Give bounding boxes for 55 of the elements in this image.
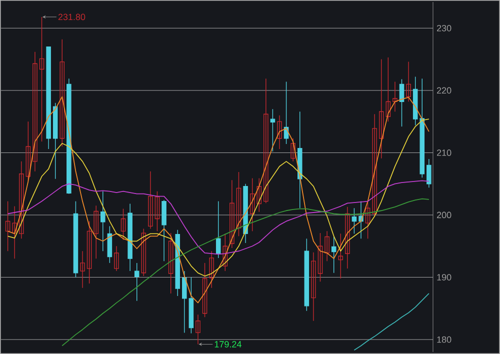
y-tick-label: 230: [436, 24, 452, 32]
candlestick: [94, 205, 98, 259]
candlestick: [148, 171, 153, 230]
candlestick: [12, 206, 17, 259]
candlestick: [270, 108, 276, 152]
candlestick: [100, 190, 106, 252]
candlestick: [365, 200, 370, 240]
candlestick: [222, 233, 228, 272]
candlestick: [352, 208, 357, 234]
candlestick: [406, 61, 411, 102]
candlestick: [256, 178, 262, 212]
y-tick-label: 200: [436, 212, 452, 218]
candlestick: [318, 232, 323, 282]
candlestick: [182, 270, 187, 334]
candlestick: [236, 172, 242, 237]
candlestick: [134, 262, 140, 302]
candlestick: [216, 200, 221, 258]
candlestick: [209, 250, 214, 288]
candlestick: [392, 81, 398, 112]
candlestick: [311, 252, 316, 322]
candlestick: [331, 236, 336, 274]
candlestick: [264, 78, 268, 204]
candlestick: [290, 138, 296, 162]
candlestick: [5, 200, 10, 252]
y-tick-label: 210: [436, 150, 452, 156]
candlestick: [202, 262, 208, 318]
candlestick: [39, 16, 44, 142]
candlestick: [32, 51, 38, 172]
candlestick: [114, 246, 119, 272]
candlestick: [18, 161, 24, 240]
candlestick: [386, 57, 391, 122]
candlestick: [80, 250, 85, 288]
candlestick: [250, 178, 255, 232]
y-tick-label: 180: [437, 336, 452, 343]
candlestick: [378, 58, 384, 159]
candlestick: [230, 180, 234, 248]
candlestick: [338, 233, 344, 279]
candlestick: [154, 190, 160, 232]
candlestick: [324, 230, 330, 262]
candlestick: [86, 220, 92, 284]
candlestick: [426, 158, 432, 188]
candlestick: [168, 232, 174, 294]
candlestick: [345, 206, 350, 269]
annotation: 231.80: [58, 14, 86, 20]
candlestick: [120, 208, 126, 240]
candlestick: [372, 114, 377, 218]
candlestick: [162, 200, 166, 262]
y-tick-label: 220: [436, 87, 452, 94]
line-series: [354, 293, 430, 351]
candlestick: [141, 228, 146, 276]
annotation: 179.24: [214, 341, 242, 348]
candlestick: [107, 226, 112, 264]
candlestick: [277, 114, 282, 150]
y-tick-label: 190: [437, 274, 452, 280]
candlestick: [60, 39, 65, 147]
